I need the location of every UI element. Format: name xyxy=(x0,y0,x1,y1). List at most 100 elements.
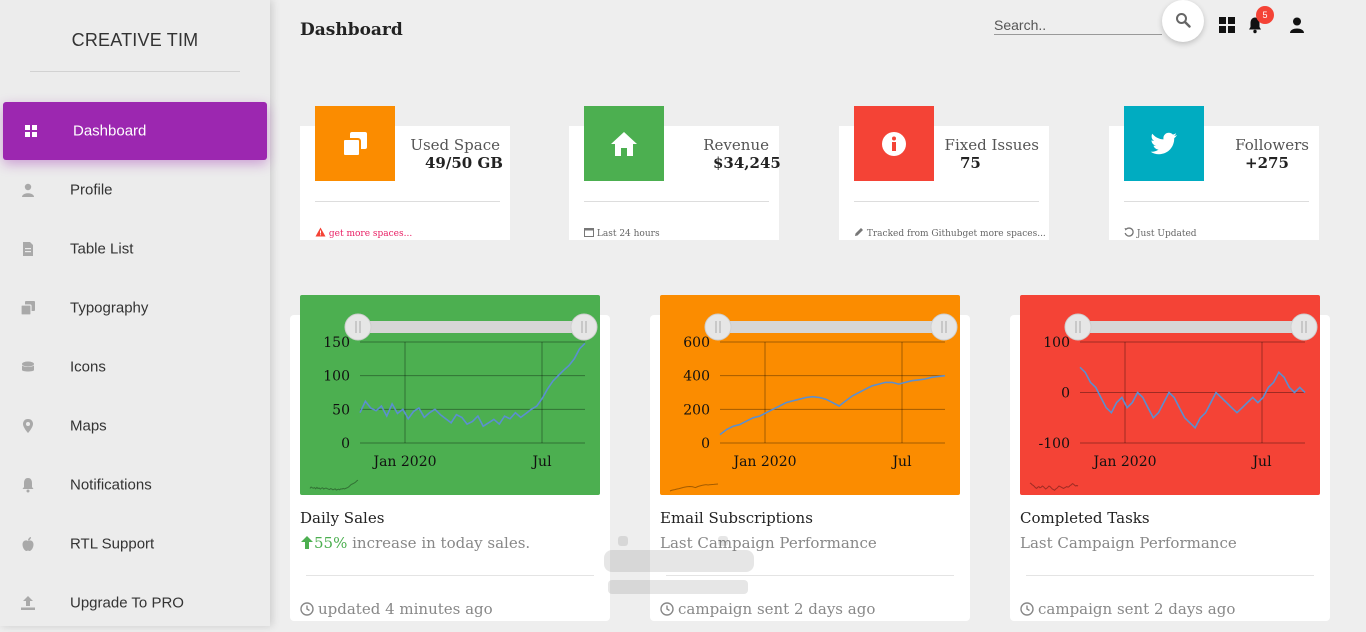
range-slider-handle xyxy=(704,313,732,341)
dashboard-icon[interactable] xyxy=(1218,16,1236,34)
info-icon xyxy=(882,131,906,156)
person-icon[interactable] xyxy=(1288,16,1306,34)
sidebar-item-upgrade[interactable]: Upgrade To PRO xyxy=(0,574,270,632)
sidebar-item-label: Table List xyxy=(70,240,134,258)
range-slider-handle xyxy=(570,313,598,341)
stat-icon-box xyxy=(315,106,395,181)
sidebar-item-maps[interactable]: Maps xyxy=(0,397,270,455)
warning-icon xyxy=(315,227,326,237)
search-input[interactable] xyxy=(994,16,1162,35)
sidebar-item-label: Maps xyxy=(70,417,107,435)
y-tick-label: 400 xyxy=(683,369,710,385)
stat-label: Fixed Issues xyxy=(944,136,1039,154)
chart-header: -100 0 100 Jan 2020 Jul xyxy=(1020,295,1320,495)
chart-footer-text: updated 4 minutes ago xyxy=(318,600,493,618)
sidebar-item-dashboard[interactable]: Dashboard xyxy=(3,102,267,160)
pencil-icon xyxy=(855,228,863,236)
y-tick-label: 150 xyxy=(323,335,350,351)
stat-card-used-space: Used Space 49/50 GB get more spaces... xyxy=(300,106,510,240)
series-line xyxy=(1079,366,1306,430)
chart-subtitle-text: increase in today sales. xyxy=(352,534,531,552)
sidebar-item-notifications[interactable]: Notifications xyxy=(0,456,270,514)
copy-icon xyxy=(342,131,367,157)
stat-divider xyxy=(1124,201,1309,202)
arrow-up-icon xyxy=(301,536,313,549)
stat-footer-text: get more spaces... xyxy=(328,229,413,239)
series-line xyxy=(719,374,946,436)
chart-footer: campaign sent 2 days ago xyxy=(660,600,875,618)
stat-label: Used Space xyxy=(410,136,500,154)
stat-value: 49/50 GB xyxy=(425,154,503,172)
search-icon xyxy=(1175,12,1191,28)
stat-icon-box xyxy=(854,106,934,181)
chart-card-daily-sales: 0 50 100 150 Jan 2020 Jul Daily Sales 55% inc… xyxy=(290,295,610,621)
stat-label: Revenue xyxy=(703,136,769,154)
navigator-line xyxy=(669,483,719,492)
brand-divider xyxy=(30,71,240,72)
completed-tasks-chart[interactable]: -100 0 100 Jan 2020 Jul xyxy=(1020,295,1320,495)
stat-label: Followers xyxy=(1235,136,1309,154)
apple-icon xyxy=(20,536,36,552)
stat-footer-text: Just Updated xyxy=(1136,229,1197,239)
twitter-icon xyxy=(1150,132,1177,154)
navigator-line xyxy=(309,479,359,491)
sidebar-item-label: Profile xyxy=(70,181,113,199)
chart-subtitle: Last Campaign Performance xyxy=(1020,534,1237,552)
x-tick-label: Jul xyxy=(1250,454,1272,470)
chart-card-completed-tasks: -100 0 100 Jan 2020 Jul Completed Tasks Last… xyxy=(1010,295,1330,621)
sidebar-item-icons[interactable]: Icons xyxy=(0,338,270,396)
stat-footer[interactable]: get more spaces... xyxy=(315,227,412,239)
document-icon xyxy=(20,241,36,257)
daily-sales-chart[interactable]: 0 50 100 150 Jan 2020 Jul xyxy=(300,295,600,495)
x-tick-label: Jan 2020 xyxy=(371,454,436,470)
copy-icon xyxy=(20,300,36,316)
sidebar-item-typography[interactable]: Typography xyxy=(0,279,270,337)
email-subscriptions-chart[interactable]: 0 200 400 600 Jan 2020 Jul xyxy=(660,295,960,495)
clock-icon xyxy=(300,602,314,616)
stat-footer-text: Last 24 hours xyxy=(596,229,660,239)
stat-icon-box xyxy=(1124,106,1204,181)
y-tick-label: 0 xyxy=(701,436,710,452)
person-icon xyxy=(20,182,36,198)
range-slider-track xyxy=(358,321,584,333)
y-tick-label: 200 xyxy=(683,402,710,418)
sidebar-item-rtl-support[interactable]: RTL Support xyxy=(0,515,270,573)
y-tick-label: 50 xyxy=(332,402,350,418)
sidebar-item-profile[interactable]: Profile xyxy=(0,161,270,219)
sidebar-item-label: Dashboard xyxy=(73,122,147,140)
page-title[interactable]: Dashboard xyxy=(300,20,403,40)
chart-divider xyxy=(1026,575,1314,576)
range-slider-handle xyxy=(1290,313,1318,341)
sidebar-item-table-list[interactable]: Table List xyxy=(0,220,270,278)
sidebar: CREATIVE TIM Dashboard Profile Table Lis… xyxy=(0,0,270,626)
navigator-line xyxy=(1029,482,1079,491)
search-button[interactable] xyxy=(1162,0,1204,42)
chart-title: Email Subscriptions xyxy=(660,509,813,527)
stat-value: 75 xyxy=(960,154,981,172)
chart-footer-text: campaign sent 2 days ago xyxy=(1038,600,1236,618)
x-tick-label: Jan 2020 xyxy=(1091,454,1156,470)
stat-divider xyxy=(584,201,769,202)
chart-subtitle: 55% increase in today sales. xyxy=(300,534,530,552)
database-icon xyxy=(20,359,36,375)
chart-card-email-subscriptions: 0 200 400 600 Jan 2020 Jul Email Subscription… xyxy=(650,295,970,621)
stat-card-fixed-issues: Fixed Issues 75 Tracked from Githubget m… xyxy=(839,106,1049,240)
stat-icon-box xyxy=(584,106,664,181)
clock-icon xyxy=(1020,602,1034,616)
sidebar-item-label: Icons xyxy=(70,358,106,376)
sidebar-item-label: RTL Support xyxy=(70,535,155,553)
x-tick-label: Jul xyxy=(530,454,552,470)
brand-logo[interactable]: CREATIVE TIM xyxy=(71,30,199,50)
chart-header: 0 200 400 600 Jan 2020 Jul xyxy=(660,295,960,495)
x-tick-label: Jul xyxy=(890,454,912,470)
y-tick-label: -100 xyxy=(1039,436,1070,452)
y-tick-label: 0 xyxy=(1061,386,1070,402)
stat-divider xyxy=(854,201,1039,202)
map-pin-icon xyxy=(20,418,36,434)
clock-icon xyxy=(660,602,674,616)
bell-icon xyxy=(20,477,36,493)
stat-footer: Last 24 hours xyxy=(584,227,660,239)
chart-subtitle-highlight: 55% xyxy=(314,534,348,552)
dashboard-icon xyxy=(23,123,39,139)
range-slider-track xyxy=(718,321,944,333)
